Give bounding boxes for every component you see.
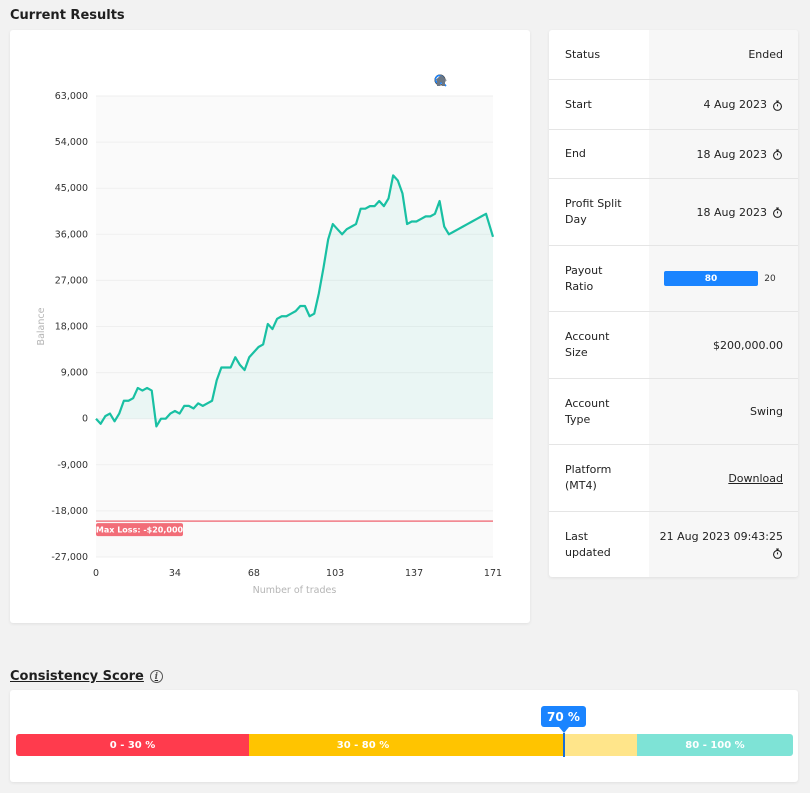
- segment-mid-remainder: [564, 734, 637, 756]
- info-value: 4 Aug 2023: [703, 98, 767, 111]
- y-tick-label: -27,000: [51, 552, 88, 563]
- info-value-cell: Swing: [649, 379, 798, 444]
- x-tick-label: 103: [326, 568, 344, 579]
- info-row: Platform (MT4) Download: [549, 444, 798, 511]
- x-axis-label: Number of trades: [253, 585, 337, 596]
- info-value-cell: $200,000.00: [649, 312, 798, 378]
- consistency-score-title: Consistency Score: [10, 669, 144, 684]
- y-tick-label: 27,000: [55, 275, 88, 286]
- info-value-cell: 4 Aug 2023: [649, 80, 798, 129]
- download-link[interactable]: Download: [728, 471, 783, 485]
- timer-icon: [767, 98, 783, 111]
- score-marker-line: [563, 733, 565, 757]
- segment-high: 80 - 100 %: [637, 734, 793, 756]
- consistency-score-heading: Consistency Score i: [10, 669, 163, 684]
- x-tick-label: 171: [484, 568, 502, 579]
- info-row: Account Size $200,000.00: [549, 311, 798, 378]
- y-tick-label: -9,000: [57, 460, 88, 471]
- info-value-cell: 80 20: [649, 246, 798, 311]
- payout-trader-share: 80: [664, 271, 758, 286]
- info-row: Profit Split Day 18 Aug 2023: [549, 178, 798, 245]
- payout-firm-share: 20: [764, 273, 776, 284]
- y-tick-label: 0: [82, 414, 88, 425]
- info-label: Start: [565, 97, 592, 111]
- max-loss-label: Max Loss: -$20,000: [96, 526, 184, 535]
- segment-low: 0 - 30 %: [16, 734, 249, 756]
- info-row: Status Ended: [549, 30, 798, 79]
- segment-high-label: 80 - 100 %: [685, 739, 745, 751]
- info-value-cell: Ended: [649, 30, 798, 79]
- y-tick-label: -18,000: [51, 506, 88, 517]
- info-label: Account Size: [565, 330, 610, 359]
- info-value: 21 Aug 2023 09:43:25: [659, 530, 783, 543]
- info-row: Last updated 21 Aug 2023 09:43:25: [549, 511, 798, 577]
- score-marker-pointer: [559, 727, 569, 733]
- info-label: Profit Split Day: [565, 197, 622, 226]
- timer-icon: [767, 148, 783, 161]
- info-label: Platform (MT4): [565, 463, 612, 492]
- balance-chart: 63,000 54,000 45,000 36,000 27,000 18,000 9,00…: [36, 91, 502, 596]
- info-value: 18 Aug 2023: [696, 147, 767, 161]
- account-info-panel: Status Ended Start 4 Aug 2023 End 18 Aug 2023…: [549, 30, 798, 577]
- segment-mid: 30 - 80 %: [249, 734, 637, 756]
- info-value-cell: 21 Aug 2023 09:43:25: [649, 512, 798, 577]
- info-label: Payout Ratio: [565, 263, 603, 293]
- payout-ratio-bar: 80 20: [664, 271, 782, 286]
- chart-toolbar: [434, 74, 499, 88]
- balance-chart-card: 63,000 54,000 45,000 36,000 27,000 18,000 9,00…: [10, 30, 530, 623]
- y-tick-label: 9,000: [61, 368, 88, 379]
- info-label: End: [565, 147, 586, 160]
- zoom-out-icon[interactable]: [434, 74, 465, 88]
- info-value-cell: 18 Aug 2023: [649, 179, 798, 245]
- info-row: Start 4 Aug 2023: [549, 79, 798, 129]
- timer-icon: [767, 206, 783, 219]
- x-tick-label: 68: [248, 568, 260, 579]
- info-value: 18 Aug 2023: [696, 205, 767, 219]
- info-row: Account Type Swing: [549, 378, 798, 444]
- y-tick-label: 63,000: [55, 91, 88, 102]
- y-tick-label: 18,000: [55, 322, 88, 333]
- current-results-title: Current Results: [10, 8, 125, 23]
- balance-area: [96, 175, 493, 427]
- home-icon[interactable]: [435, 74, 499, 88]
- y-tick-label: 45,000: [55, 183, 88, 194]
- info-label: Last updated: [565, 529, 611, 559]
- score-marker: 70 %: [541, 706, 586, 727]
- segment-low-label: 0 - 30 %: [109, 739, 156, 751]
- info-value-cell: 18 Aug 2023: [649, 130, 798, 178]
- info-value: Swing: [750, 405, 783, 418]
- x-tick-label: 0: [93, 568, 99, 579]
- consistency-score-card: 70 % 0 - 30 % 30 - 80 % 80 - 100 %: [10, 690, 798, 782]
- info-row: Payout Ratio 80 20: [549, 245, 798, 311]
- max-loss-badge: [96, 523, 183, 537]
- x-tick-label: 34: [169, 568, 181, 579]
- y-axis-label: Balance: [36, 307, 47, 345]
- info-label: Account Type: [565, 396, 610, 426]
- info-value: $200,000.00: [713, 338, 783, 352]
- timer-icon: [767, 546, 783, 559]
- segment-mid-label: 30 - 80 %: [336, 739, 390, 751]
- x-tick-label: 137: [405, 568, 423, 579]
- y-tick-label: 36,000: [55, 229, 88, 240]
- magnify-icon[interactable]: [434, 74, 482, 88]
- info-row: End 18 Aug 2023: [549, 129, 798, 178]
- info-value-cell: Download: [649, 445, 798, 511]
- y-tick-label: 54,000: [55, 137, 88, 148]
- consistency-bar: 0 - 30 % 30 - 80 % 80 - 100 %: [16, 734, 793, 756]
- info-label: Status: [565, 47, 601, 61]
- info-value: Ended: [748, 48, 783, 61]
- info-icon[interactable]: i: [149, 670, 163, 683]
- balance-line: [95, 174, 495, 428]
